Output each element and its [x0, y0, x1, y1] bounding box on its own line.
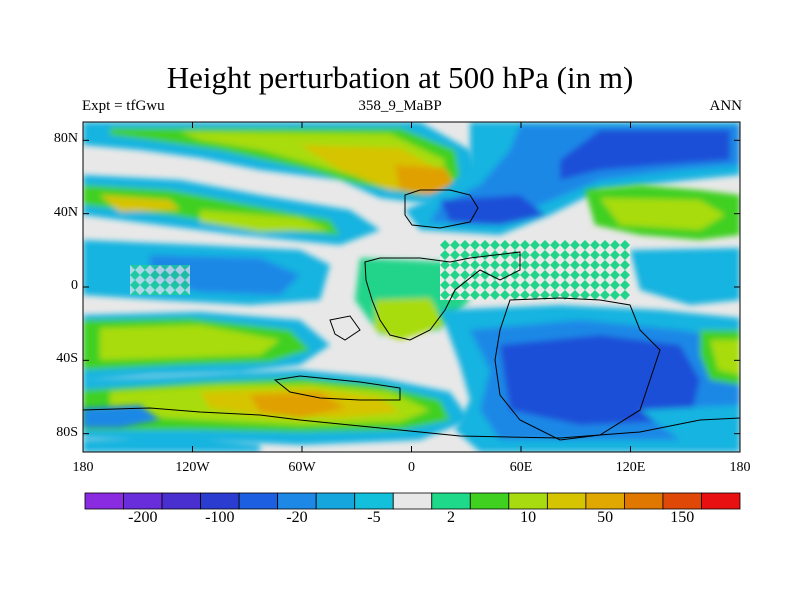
coastlines [83, 189, 740, 441]
colorbar [84, 492, 741, 510]
colorbar-swatch [161, 492, 201, 510]
coast-australia-asia [494, 297, 661, 441]
lat-tick-label: 80S [56, 424, 78, 440]
lon-tick-label: 180 [72, 460, 94, 475]
colorbar-swatch [508, 492, 548, 510]
lon-tick-label: 0 [408, 460, 415, 475]
tropical-checker-region [440, 240, 630, 300]
colorbar-label: -5 [367, 509, 381, 526]
band-south-positive [83, 312, 470, 452]
axis-ticks [82, 122, 741, 452]
band-north-america-high [83, 122, 480, 205]
band-eurasia-negative [405, 122, 740, 235]
lat-tick-label: 40S [56, 351, 78, 367]
colorbar-label: -100 [205, 509, 235, 526]
colorbar-label: -20 [286, 509, 308, 526]
map-title: Height perturbation at 500 hPa (in m) [166, 60, 634, 95]
colorbar-swatch [546, 492, 587, 510]
lon-tick-label: 60E [509, 460, 533, 475]
colorbar-swatch [431, 492, 471, 510]
band-south-negative [83, 305, 740, 452]
coast-island [329, 315, 361, 341]
colorbar-swatch [354, 492, 394, 510]
lon-tick-label: 180 [729, 460, 751, 475]
colorbar-swatch [469, 492, 510, 510]
colorbar-swatch [84, 492, 124, 510]
colorbar-swatch [585, 492, 625, 510]
case-label: 358_9_MaBP [358, 98, 442, 114]
colorbar-swatch [238, 492, 279, 510]
colorbar-swatch [624, 492, 664, 510]
lat-tick-label: 80N [53, 131, 78, 147]
colorbar-swatch [277, 492, 317, 510]
lon-tick-label: 120W [175, 460, 210, 475]
colorbar-swatch [392, 492, 433, 510]
colorbar-label: 10 [520, 509, 537, 526]
colorbar-swatch [123, 492, 163, 510]
coast-antarctica [83, 407, 740, 439]
colorbar-swatch [662, 492, 702, 510]
lon-tick-label: 120E [615, 460, 646, 475]
coast-africa [364, 251, 521, 341]
colorbar-label: 150 [670, 509, 695, 526]
coast-south-america [273, 375, 401, 401]
colorbar-swatch [200, 492, 240, 510]
season-label: ANN [709, 98, 743, 114]
lat-tick-label: 40N [53, 204, 78, 220]
lon-tick-label: 60W [288, 460, 316, 475]
colorbar-label: -200 [128, 509, 158, 526]
coast-europe [404, 189, 479, 229]
colorbar-swatch [315, 492, 356, 510]
blob-north-pacific [83, 175, 740, 245]
checker-pacific [130, 265, 190, 295]
experiment-label: Expt = tfGwu [82, 98, 165, 114]
colorbar-label: 2 [447, 509, 456, 526]
lat-tick-label: 0 [71, 278, 78, 293]
colorbar-label: 50 [597, 509, 614, 526]
colorbar-swatch [701, 492, 741, 510]
field-contours [83, 122, 740, 452]
